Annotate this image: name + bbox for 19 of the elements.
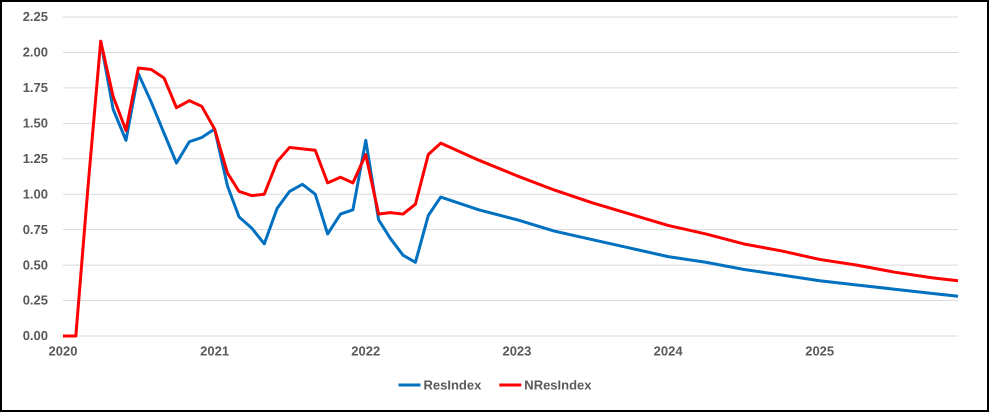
- x-tick-label: 2022: [351, 344, 380, 359]
- x-tick-label: 2025: [805, 344, 834, 359]
- y-tick-label: 0.25: [22, 292, 48, 308]
- x-tick-label: 2021: [200, 344, 230, 359]
- y-tick-label: 0.00: [22, 328, 48, 344]
- y-tick-label: 1.75: [22, 80, 48, 96]
- legend-label: ResIndex: [423, 378, 482, 392]
- y-tick-label: 0.75: [22, 222, 48, 237]
- y-tick-label: 1.00: [22, 186, 48, 202]
- line-series: [62, 40, 960, 338]
- y-tick-label: 2.25: [22, 9, 48, 24]
- x-tick-label: 2023: [502, 344, 532, 359]
- y-tick-label: 0.50: [22, 257, 48, 272]
- legend-label: NResIndex: [524, 378, 592, 392]
- y-tick-label: 1.50: [22, 115, 48, 130]
- y-tick-label: 1.25: [22, 150, 48, 166]
- x-tick-label: 2020: [48, 344, 78, 359]
- x-tick-label: 2024: [654, 344, 684, 359]
- y-tick-label: 2.00: [22, 44, 48, 60]
